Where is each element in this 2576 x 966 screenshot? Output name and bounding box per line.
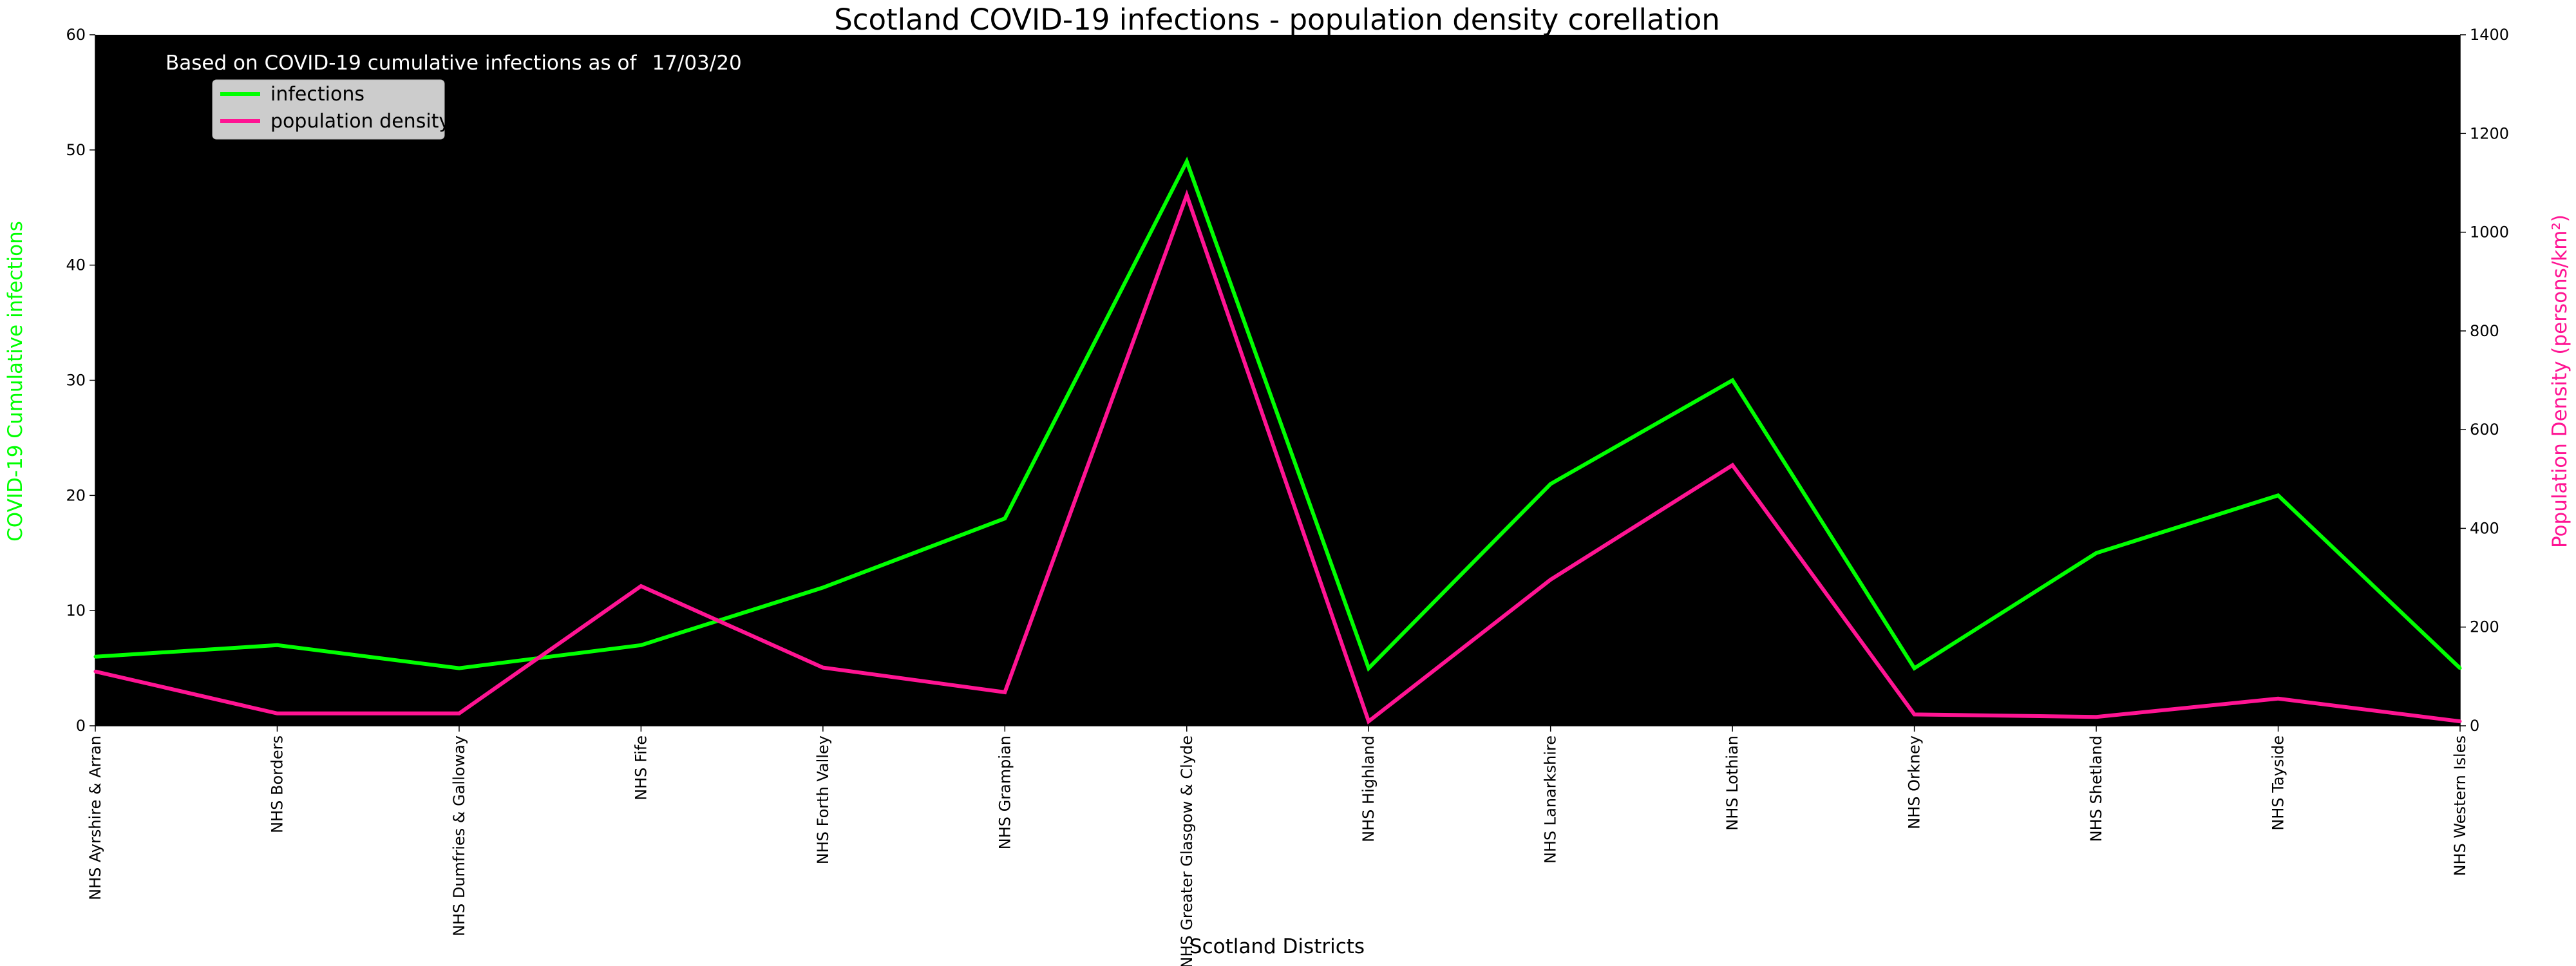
x-tick-label: NHS Highland xyxy=(1359,735,1378,842)
series-2-point xyxy=(2277,697,2280,701)
legend-box xyxy=(212,79,445,140)
series-2-point xyxy=(457,712,461,715)
x-tick-label: NHS Western Isles xyxy=(2451,735,2469,876)
series-2-point xyxy=(2458,719,2462,723)
legend-label-2: population density xyxy=(270,110,450,133)
series-2-point xyxy=(1730,463,1734,467)
series-1-point xyxy=(2458,667,2462,670)
date-note-date: 17/03/20 xyxy=(652,52,741,75)
series-1-point xyxy=(2277,493,2280,497)
series-2-point xyxy=(1185,193,1189,197)
x-axis: NHS Ayrshire & Arran NHS Borders NHS Dumfr… xyxy=(86,725,2469,966)
series-2-point xyxy=(2094,715,2098,719)
left-tick-label: 30 xyxy=(66,372,86,390)
x-tick-label: NHS Ayrshire & Arran xyxy=(86,735,104,900)
right-tick-label: 1400 xyxy=(2470,26,2509,44)
left-tick-label: 60 xyxy=(66,26,86,44)
y-axis-right-title: Population Density (persons/km²) xyxy=(2548,214,2571,548)
y-axis-left-title: COVID-19 Cumulative infections xyxy=(4,221,27,542)
date-note-prefix: Based on COVID-19 cumulative infections … xyxy=(166,52,638,75)
series-2-point xyxy=(275,712,279,715)
x-tick-label: NHS Shetland xyxy=(2087,735,2105,842)
date-note: Based on COVID-19 cumulative infections … xyxy=(166,52,742,75)
right-tick-label: 1000 xyxy=(2470,223,2509,242)
x-tick-label: NHS Borders xyxy=(268,735,286,833)
chart-title: Scotland COVID-19 infections - populatio… xyxy=(834,3,1720,37)
series-1-point xyxy=(1913,667,1917,670)
series-2-point xyxy=(1367,719,1370,723)
right-tick-label: 800 xyxy=(2470,322,2499,340)
left-tick-label: 40 xyxy=(66,256,86,274)
series-2-point xyxy=(93,670,97,674)
legend-label-1: infections xyxy=(270,83,365,106)
series-2-point xyxy=(1549,578,1553,582)
x-tick-label: NHS Orkney xyxy=(1906,735,1924,829)
right-tick-label: 1200 xyxy=(2470,124,2509,142)
series-1-point xyxy=(1003,516,1007,520)
series-1-point xyxy=(2094,551,2098,555)
x-tick-label: NHS Grampian xyxy=(996,735,1014,849)
series-2-point xyxy=(821,666,825,670)
series-2-point xyxy=(1003,690,1007,694)
series-1-point xyxy=(639,643,643,647)
series-1-point xyxy=(93,655,97,659)
series-1-point xyxy=(1730,379,1734,382)
series-1-point xyxy=(1549,482,1553,486)
series-layer xyxy=(93,156,2462,725)
x-axis-title: Scotland Districts xyxy=(1189,935,1365,958)
series-1-point xyxy=(1185,160,1189,164)
x-tick-label: NHS Forth Valley xyxy=(814,735,832,864)
right-tick-label: 400 xyxy=(2470,519,2499,537)
series-1-point xyxy=(1367,667,1370,670)
x-tick-label: NHS Lothian xyxy=(1723,735,1741,831)
series-1-point xyxy=(821,585,825,589)
right-tick-label: 200 xyxy=(2470,618,2499,636)
right-tick-label: 0 xyxy=(2470,717,2479,735)
legend: infections population density xyxy=(212,79,450,140)
plot-area xyxy=(95,35,2460,726)
left-axis: 0 10 20 30 40 50 60 xyxy=(66,26,96,735)
series-line-2 xyxy=(95,189,2461,725)
x-tick-label: NHS Tayside xyxy=(2269,735,2287,831)
right-axis: 0 200 400 600 800 1000 1200 1400 xyxy=(2459,26,2509,735)
series-1-point xyxy=(275,643,279,647)
right-tick-label: 600 xyxy=(2470,421,2499,439)
series-line-1 xyxy=(95,156,2462,672)
left-tick-label: 50 xyxy=(66,141,86,159)
series-1-point xyxy=(457,667,461,670)
x-tick-label: NHS Lanarkshire xyxy=(1542,735,1560,864)
left-tick-label: 10 xyxy=(66,601,86,620)
series-2-point xyxy=(1913,712,1917,716)
series-2-point xyxy=(639,584,643,588)
left-tick-label: 0 xyxy=(76,717,86,735)
left-tick-label: 20 xyxy=(66,486,86,504)
x-tick-label: NHS Dumfries & Galloway xyxy=(450,735,468,936)
x-tick-label: NHS Fife xyxy=(632,735,650,800)
x-tick-label: NHS Greater Glasgow & Clyde xyxy=(1178,735,1196,966)
